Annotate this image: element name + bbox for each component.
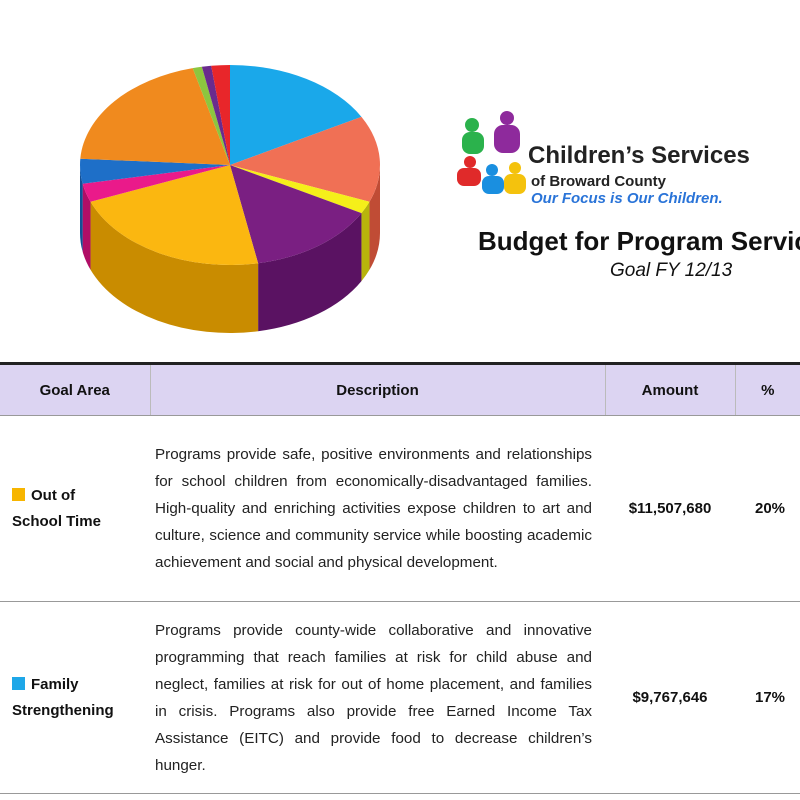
column-header: Goal Area: [0, 362, 150, 416]
pie-slice: [82, 165, 230, 202]
title: Budget for Program Servic: [478, 226, 800, 256]
pie-slice: [230, 165, 362, 264]
percent: 20%: [735, 415, 800, 602]
goal-line: Family: [31, 675, 79, 693]
goal-line: Out of: [31, 486, 76, 504]
table-row: Out of School Time Programs provide safe,…: [0, 415, 800, 602]
pie-slice: [192, 66, 230, 165]
logo-tagline: Our Focus is Our Children.: [531, 190, 723, 207]
column-header: Description: [149, 362, 605, 416]
pie-slice: [90, 165, 259, 265]
goal-line: Strengthening: [12, 701, 114, 719]
subtitle: Goal FY 12/13: [610, 260, 733, 281]
logo-name: Children’s Services: [528, 142, 750, 169]
pie-slice: [90, 201, 259, 333]
table-row: Family Strengthening Programs provide cou…: [0, 601, 800, 794]
amount: $11,507,680: [605, 415, 735, 602]
pie-slice: [201, 65, 230, 165]
pie-slice: [258, 213, 362, 332]
logo-icon: [457, 111, 526, 194]
amount: $9,767,646: [605, 601, 735, 794]
pie-slice: [80, 158, 231, 184]
pie-illustration: [80, 65, 380, 333]
column-header: %: [734, 362, 800, 416]
goal-area: Out of School Time: [0, 415, 150, 602]
pie-slice: [80, 68, 230, 165]
pie-slice: [230, 116, 380, 202]
column-header: Amount: [604, 362, 735, 416]
pie-slice: [82, 183, 91, 270]
goal-line: School Time: [12, 512, 101, 530]
pie-slice: [230, 65, 362, 165]
pie-slice: [230, 165, 370, 214]
header-row: Goal Area Description Amount %: [0, 362, 800, 416]
budget-table: Goal Area Description Amount % Out of Sch…: [0, 362, 800, 794]
description: Programs provide safe, positive environm…: [150, 415, 605, 602]
pie-slice: [369, 165, 380, 270]
logo-subname: of Broward County: [531, 173, 666, 190]
goal-area: Family Strengthening: [0, 601, 150, 794]
pie-slice: [361, 201, 370, 282]
pie-slice: [211, 65, 230, 165]
percent: 17%: [735, 601, 800, 794]
pie-slice: [80, 165, 83, 252]
description: Programs provide county-wide collaborati…: [150, 601, 605, 794]
